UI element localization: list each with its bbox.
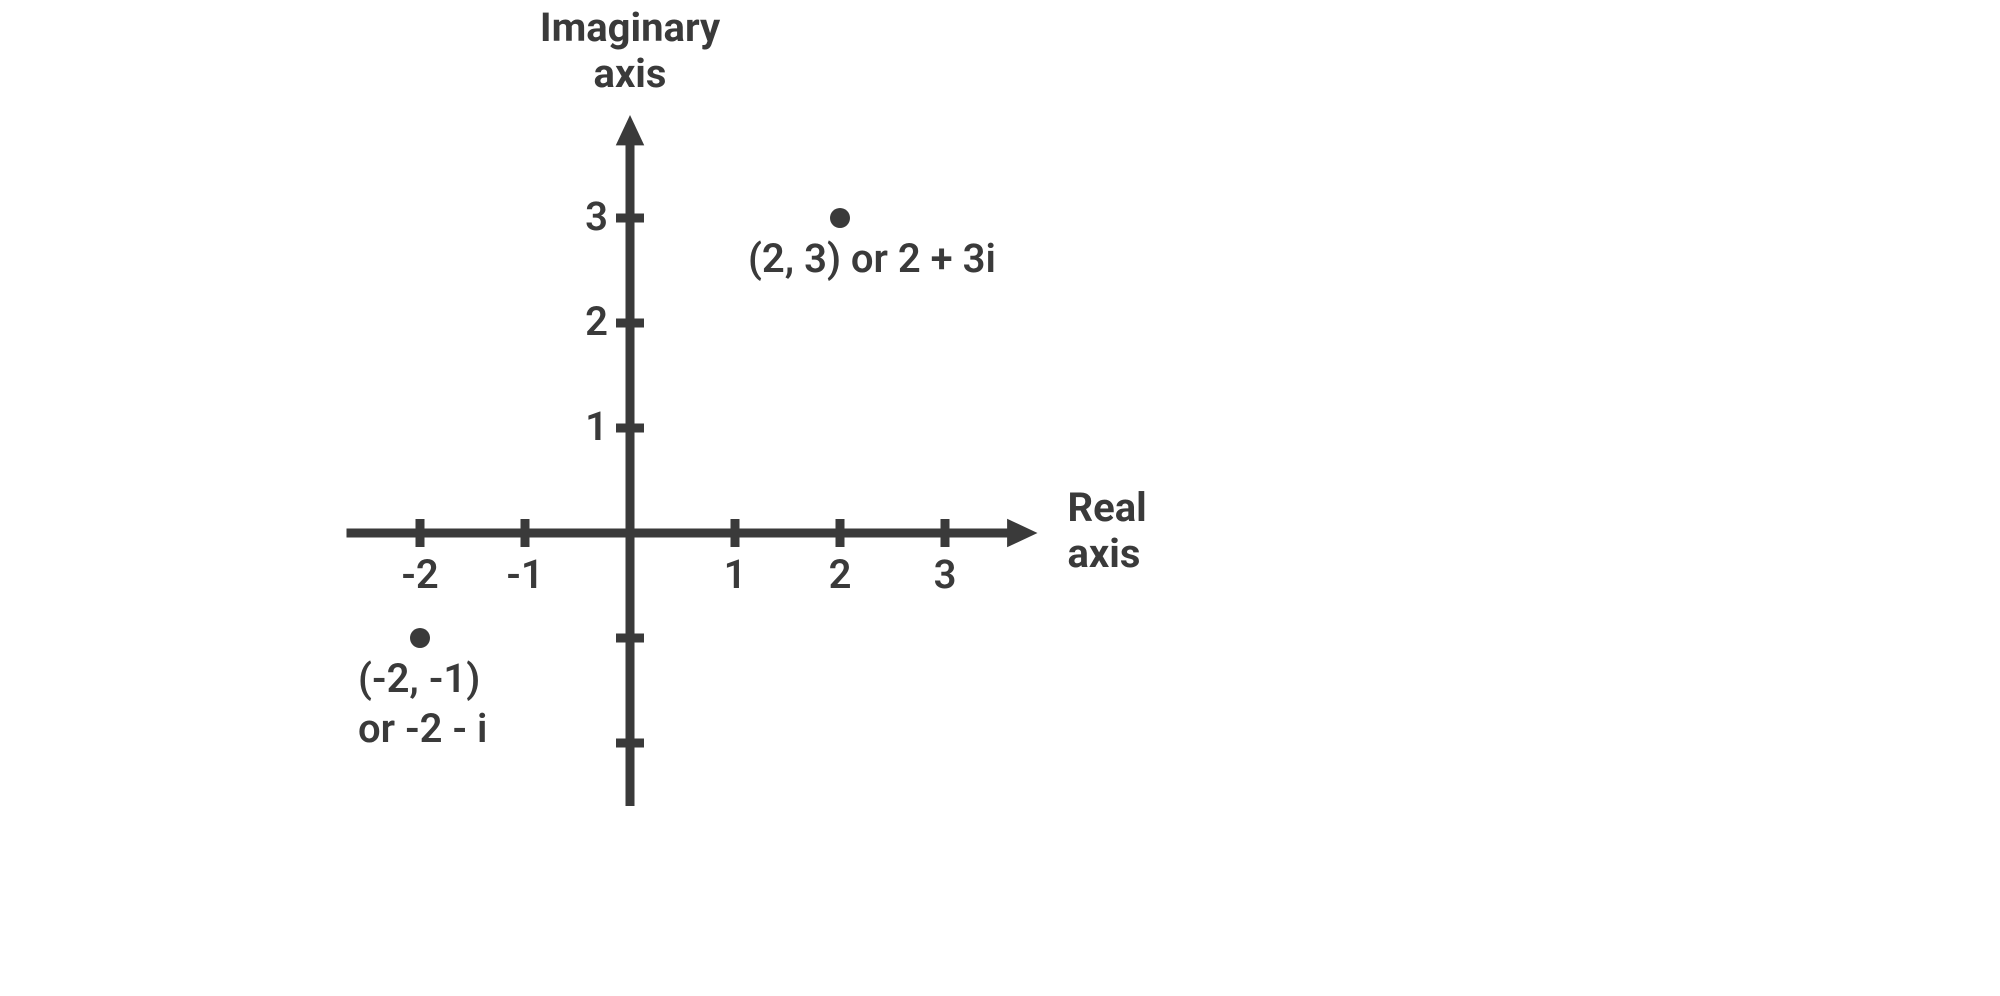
y-tick-label: 3 (560, 193, 608, 240)
x-axis-title-line2: axis (1068, 530, 1141, 577)
point-label-line: (-2, -1) (358, 655, 480, 702)
point-label: (-2, -1)or -2 - i (358, 654, 487, 754)
y-axis-title-line1: Imaginary (540, 4, 720, 51)
complex-plane-diagram: Imaginary axis Real axis -2-1123123(2, 3… (0, 0, 2000, 996)
x-axis-title-line1: Real (1068, 484, 1147, 531)
y-axis-title-line2: axis (594, 50, 667, 97)
y-axis-title: Imaginary axis (500, 5, 760, 97)
x-tick-label: -1 (485, 551, 565, 598)
x-tick-label: -2 (380, 551, 460, 598)
y-tick-label: 2 (560, 298, 608, 345)
plane-svg (0, 0, 2000, 996)
x-tick-label: 3 (905, 551, 985, 598)
point-label-line: (2, 3) or 2 + 3i (748, 235, 996, 282)
x-axis-title: Real axis (1068, 485, 1147, 577)
y-tick-label: 1 (560, 403, 608, 450)
x-tick-label: 2 (800, 551, 880, 598)
point-label: (2, 3) or 2 + 3i (748, 234, 996, 284)
point-label-line: or -2 - i (358, 705, 487, 752)
x-tick-label: 1 (695, 551, 775, 598)
